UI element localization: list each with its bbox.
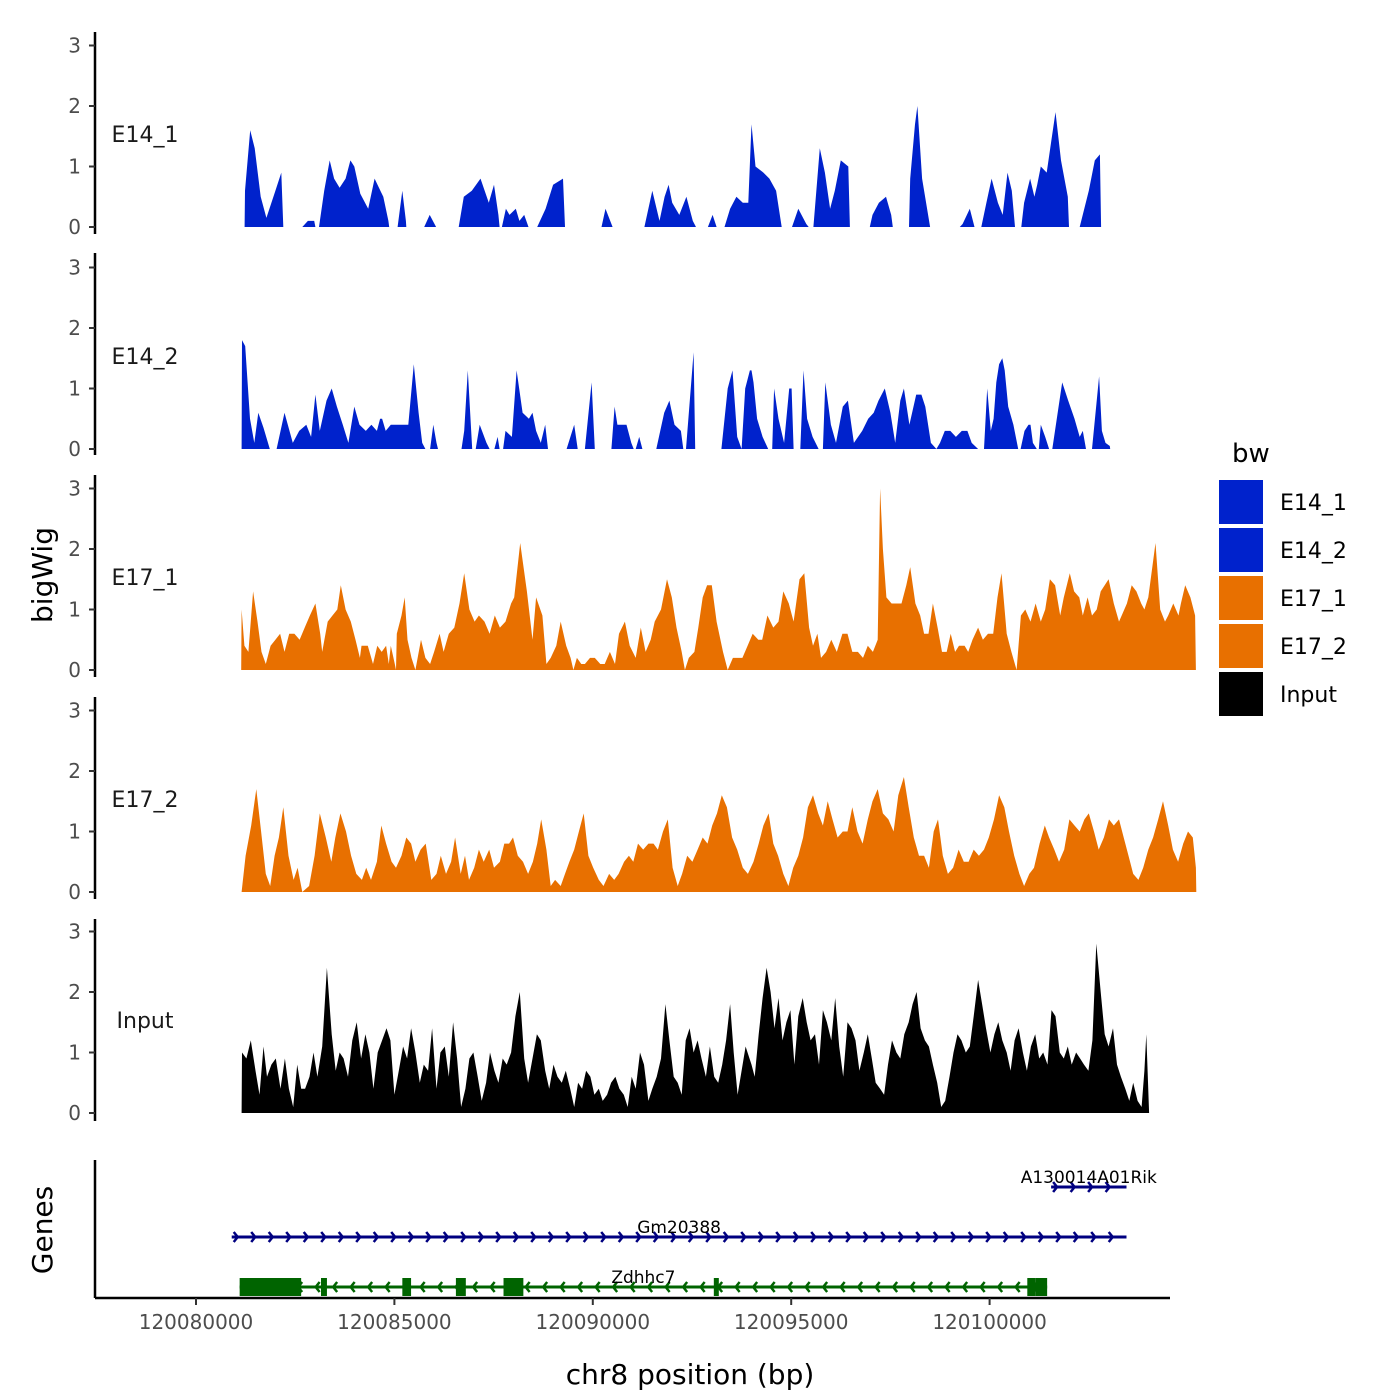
legend: E14_1 E14_2 E17_1 E17_2 Input [1219,480,1347,716]
legend-item-E14_2: E14_2 [1219,528,1347,572]
gene-Zdhhc7: Zdhhc7 [239,1268,1048,1296]
gene-exon [713,1278,719,1296]
track-panel-E17_1: 0 1 2 3 E17_1 [68,475,1196,682]
y-tick-label: 2 [68,980,81,1004]
gene-label: Gm20388 [637,1218,721,1238]
y-tick-label: 2 [68,759,81,783]
legend-label: E14_2 [1280,539,1347,564]
gene-label: Zdhhc7 [611,1268,675,1288]
y-tick-label: 0 [68,1101,81,1125]
track-area-E17_1 [241,488,1196,670]
legend-label: E14_1 [1280,491,1347,516]
y-tick-label: 1 [68,377,81,401]
legend-key [1219,480,1263,524]
gene-Gm20388: Gm20388 [231,1218,1127,1243]
track-area-E17_2 [241,777,1197,892]
x-tick-label: 120090000 [536,1310,651,1334]
genes-panel: A130014A01Rik Gm20388 Zdhhc7 [93,1160,1157,1298]
genes-axis-title: Genes [26,1186,59,1274]
gene-exon [1027,1278,1036,1296]
gene-exon [402,1278,412,1296]
strand-arrows [1052,1181,1112,1193]
legend-label: E17_1 [1280,587,1347,612]
gene-A130014A01Rik: A130014A01Rik [1021,1168,1157,1193]
legend-item-E17_2: E17_2 [1219,624,1347,668]
y-tick-label: 0 [68,880,81,904]
legend-key [1219,672,1263,716]
y-tick-label: 3 [68,256,81,280]
legend-item-Input: Input [1219,672,1337,716]
x-axis: 120080000 120085000 120090000 120095000 1201… [95,1296,1170,1334]
tracks-layer: 0 1 2 3 E14_1 0 1 2 3 E14_2 0 1 2 3 E17_1 0 1 2 3 E17_2 0 1 2 3… [68,32,1197,1125]
legend-title: bw [1232,439,1270,469]
track-panel-E14_2: 0 1 2 3 E14_2 [68,253,1111,461]
track-label: E17_1 [112,566,179,591]
legend-label: E17_2 [1280,635,1347,660]
x-axis-title: chr8 position (bp) [566,1358,815,1391]
track-area-E14_2 [241,340,1111,449]
y-tick-label: 3 [68,920,81,944]
gene-exon [320,1278,327,1296]
y-tick-label: 0 [68,215,81,239]
y-tick-label: 0 [68,658,81,682]
legend-key [1219,624,1263,668]
y-tick-label: 2 [68,94,81,118]
track-area-E14_1 [244,106,1102,227]
x-tick-label: 120095000 [734,1310,849,1334]
track-label: E14_1 [112,123,179,148]
y-tick-label: 1 [68,1041,81,1065]
y-axis-title: bigWig [26,527,59,623]
gene-exon [1035,1278,1048,1296]
legend-item-E17_1: E17_1 [1219,576,1347,620]
track-label: E14_2 [112,345,179,370]
legend-item-E14_1: E14_1 [1219,480,1347,524]
strand-arrows [232,1231,1115,1243]
track-panel-E14_1: 0 1 2 3 E14_1 [68,32,1102,239]
gene-exon [455,1278,466,1296]
gene-exon [503,1278,524,1296]
y-tick-label: 1 [68,820,81,844]
y-tick-label: 1 [68,155,81,179]
track-panel-Input: 0 1 2 3 Input [68,919,1150,1125]
track-area-Input [241,943,1150,1113]
y-tick-label: 1 [68,598,81,622]
legend-key [1219,576,1263,620]
y-tick-label: 3 [68,477,81,501]
y-tick-label: 3 [68,699,81,723]
y-tick-label: 2 [68,537,81,561]
gene-label: A130014A01Rik [1021,1168,1157,1188]
y-tick-label: 0 [68,437,81,461]
track-label: Input [117,1009,174,1034]
y-tick-label: 2 [68,316,81,340]
x-tick-label: 120080000 [139,1310,254,1334]
x-tick-label: 120085000 [337,1310,452,1334]
track-label: E17_2 [112,788,179,813]
gene-exon [239,1278,302,1296]
y-tick-label: 3 [68,34,81,58]
legend-label: Input [1280,683,1337,708]
track-panel-E17_2: 0 1 2 3 E17_2 [68,697,1197,904]
legend-key [1219,528,1263,572]
x-tick-label: 120100000 [932,1310,1047,1334]
